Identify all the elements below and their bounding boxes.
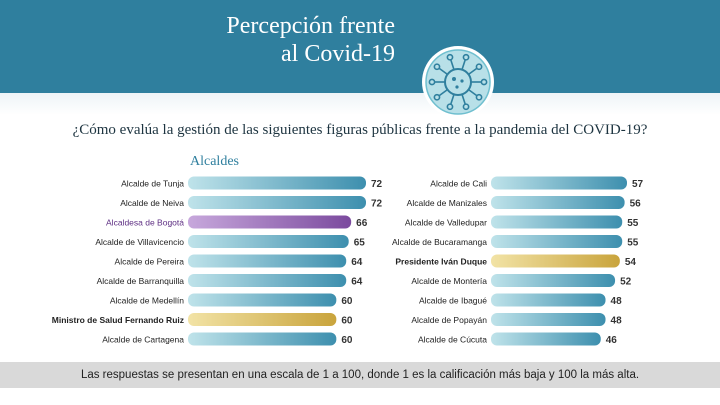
- value-label: 54: [625, 257, 637, 268]
- value-label: 72: [371, 199, 383, 210]
- value-label: 60: [341, 296, 353, 307]
- value-label: 55: [627, 218, 639, 229]
- category-label: Alcalde de Montería: [411, 276, 487, 286]
- value-label: 64: [351, 277, 363, 288]
- category-label: Alcaldesa de Bogotá: [106, 218, 184, 228]
- virus-icon: [420, 44, 496, 120]
- value-label: 55: [627, 238, 639, 249]
- bar: [491, 254, 620, 268]
- category-label: Alcalde de Neiva: [120, 198, 184, 208]
- category-label: Ministro de Salud Fernando Ruiz: [52, 315, 184, 325]
- bar: [188, 196, 366, 209]
- category-label: Alcalde de Popayán: [411, 315, 487, 325]
- bar: [188, 332, 337, 346]
- value-label: 46: [606, 335, 618, 346]
- value-label: 52: [620, 277, 632, 288]
- category-label: Alcalde de Cartagena: [102, 335, 184, 345]
- category-label: Alcalde de Manizales: [407, 198, 487, 208]
- page-title: Percepción frente al Covid-19: [226, 12, 395, 68]
- bar: [188, 235, 349, 248]
- category-label: Alcalde de Cali: [430, 179, 487, 189]
- bar: [188, 254, 347, 268]
- bar: [188, 293, 337, 307]
- bar: [491, 274, 616, 287]
- bar: [491, 235, 623, 248]
- header-fade: [0, 93, 720, 115]
- bar: [188, 215, 352, 229]
- category-label: Alcalde de Villavicencio: [95, 237, 184, 247]
- bar: [491, 176, 627, 190]
- title-line-1: Percepción frente: [226, 13, 395, 39]
- value-label: 65: [354, 238, 366, 249]
- value-label: 57: [632, 179, 644, 190]
- bar: [188, 313, 337, 326]
- footer-note: Las respuestas se presentan en una escal…: [0, 362, 720, 388]
- value-label: 64: [351, 257, 363, 268]
- value-label: 72: [371, 179, 383, 190]
- value-label: 56: [630, 199, 642, 210]
- bar: [188, 274, 347, 287]
- category-label: Alcalde de Medellín: [110, 296, 184, 306]
- value-label: 66: [356, 218, 368, 229]
- category-label: Alcalde de Valledupar: [405, 218, 487, 228]
- value-label: 48: [611, 316, 623, 327]
- category-label: Alcalde de Tunja: [121, 179, 184, 189]
- value-label: 60: [341, 316, 353, 327]
- bar: [491, 293, 606, 307]
- header-banner: Percepción frente al Covid-19: [0, 0, 720, 115]
- category-label: Alcalde de Barranquilla: [97, 276, 185, 286]
- category-label: Alcalde de Ibagué: [419, 296, 487, 306]
- chart-question: ¿Cómo evalúa la gestión de las siguiente…: [72, 122, 648, 138]
- bar: [491, 332, 601, 346]
- value-label: 60: [341, 335, 353, 346]
- bar: [491, 215, 623, 229]
- bar: [491, 196, 625, 209]
- bar-chart: Alcalde de Tunja 72 Alcalde de Neiva 72 Alca…: [52, 176, 644, 346]
- category-label: Presidente Iván Duque: [395, 257, 487, 267]
- bar: [491, 313, 606, 326]
- bar: [188, 176, 366, 190]
- category-label: Alcalde de Pereira: [115, 257, 185, 267]
- section-label-alcaldes: Alcaldes: [190, 154, 239, 169]
- value-label: 48: [611, 296, 623, 307]
- category-label: Alcalde de Bucaramanga: [392, 237, 487, 247]
- category-label: Alcalde de Cúcuta: [418, 335, 487, 345]
- title-line-2: al Covid-19: [281, 41, 395, 67]
